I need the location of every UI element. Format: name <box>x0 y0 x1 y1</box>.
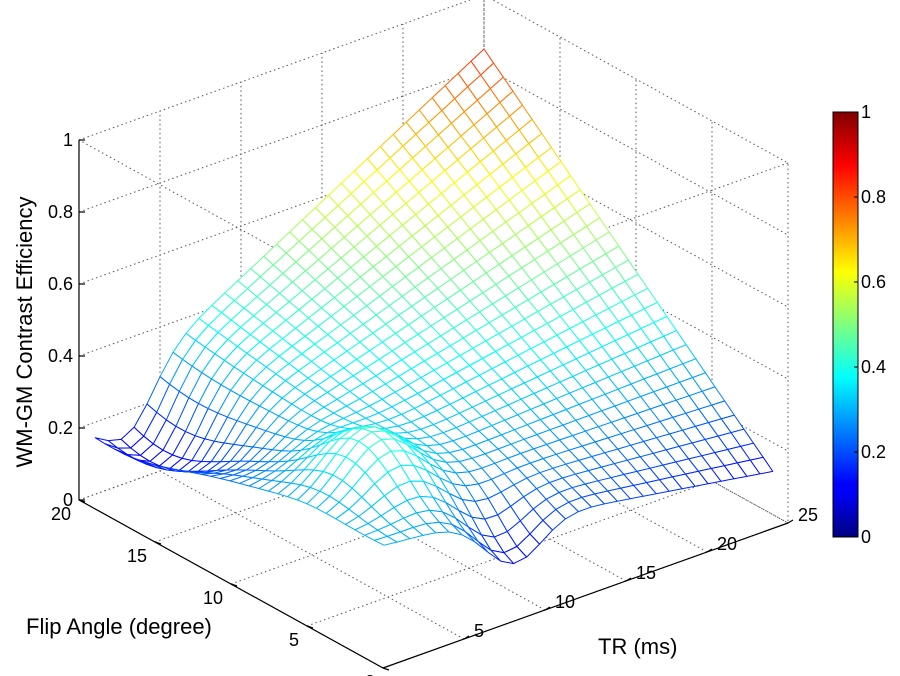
z-tick-label: 0.6 <box>48 274 73 294</box>
y-axis-label: Flip Angle (degree) <box>26 614 212 639</box>
z-axis-label: WM-GM Contrast Efficiency <box>12 197 37 468</box>
tick-labels: 00.20.40.60.8151015202505101520 <box>48 130 818 676</box>
colorbar-tick-label: 0.2 <box>861 442 886 462</box>
z-tick-label: 0 <box>63 490 73 510</box>
x-axis-line <box>382 522 789 669</box>
x-tick-label: 25 <box>798 505 818 525</box>
colorbar-tick-label: 0 <box>861 527 871 547</box>
y-tick-mark <box>382 667 390 671</box>
grid-line-z <box>78 210 789 380</box>
y-tick-mark <box>78 499 86 503</box>
grid-line-corner <box>78 139 384 309</box>
y-tick-mark <box>306 625 314 629</box>
z-tick-label: 0.4 <box>48 346 73 366</box>
y-tick-label: 5 <box>289 630 299 650</box>
colorbar-tick-label: 0.4 <box>861 357 886 377</box>
surface-mesh <box>94 48 774 565</box>
y-tick-label: 10 <box>203 588 223 608</box>
colorbar <box>832 111 859 538</box>
x-tick-label: 15 <box>636 563 656 583</box>
y-tick-label: 15 <box>127 546 147 566</box>
x-tick-mark <box>625 577 632 582</box>
y-tick-mark <box>230 583 238 587</box>
z-tick-label: 0.2 <box>48 418 73 438</box>
axis-box <box>78 139 794 671</box>
y-tick-label: 0 <box>365 672 375 676</box>
z-tick-label: 1 <box>63 130 73 150</box>
x-tick-label: 10 <box>555 592 575 612</box>
x-tick-label: 5 <box>474 621 484 641</box>
x-tick-mark <box>706 548 713 553</box>
colorbar-tick-label: 0.8 <box>861 187 886 207</box>
colorbar-tick-label: 0.6 <box>861 272 886 292</box>
surface-cell <box>373 535 398 546</box>
grid-line-z <box>78 138 789 308</box>
colorbar-ticks: 0 0.2 0.4 0.6 0.8 1 <box>854 102 886 547</box>
grid-line-z <box>78 66 789 236</box>
x-tick-label: 20 <box>717 534 737 554</box>
colorbar-tick-label: 1 <box>861 102 871 122</box>
y-tick-mark <box>154 541 162 545</box>
x-tick-mark <box>544 606 551 611</box>
grid-line-z <box>78 0 789 164</box>
z-tick-label: 0.8 <box>48 202 73 222</box>
x-tick-mark <box>463 635 470 640</box>
y-tick-label: 20 <box>51 504 71 524</box>
x-tick-mark <box>787 519 794 524</box>
x-axis-label: TR (ms) <box>598 634 677 659</box>
